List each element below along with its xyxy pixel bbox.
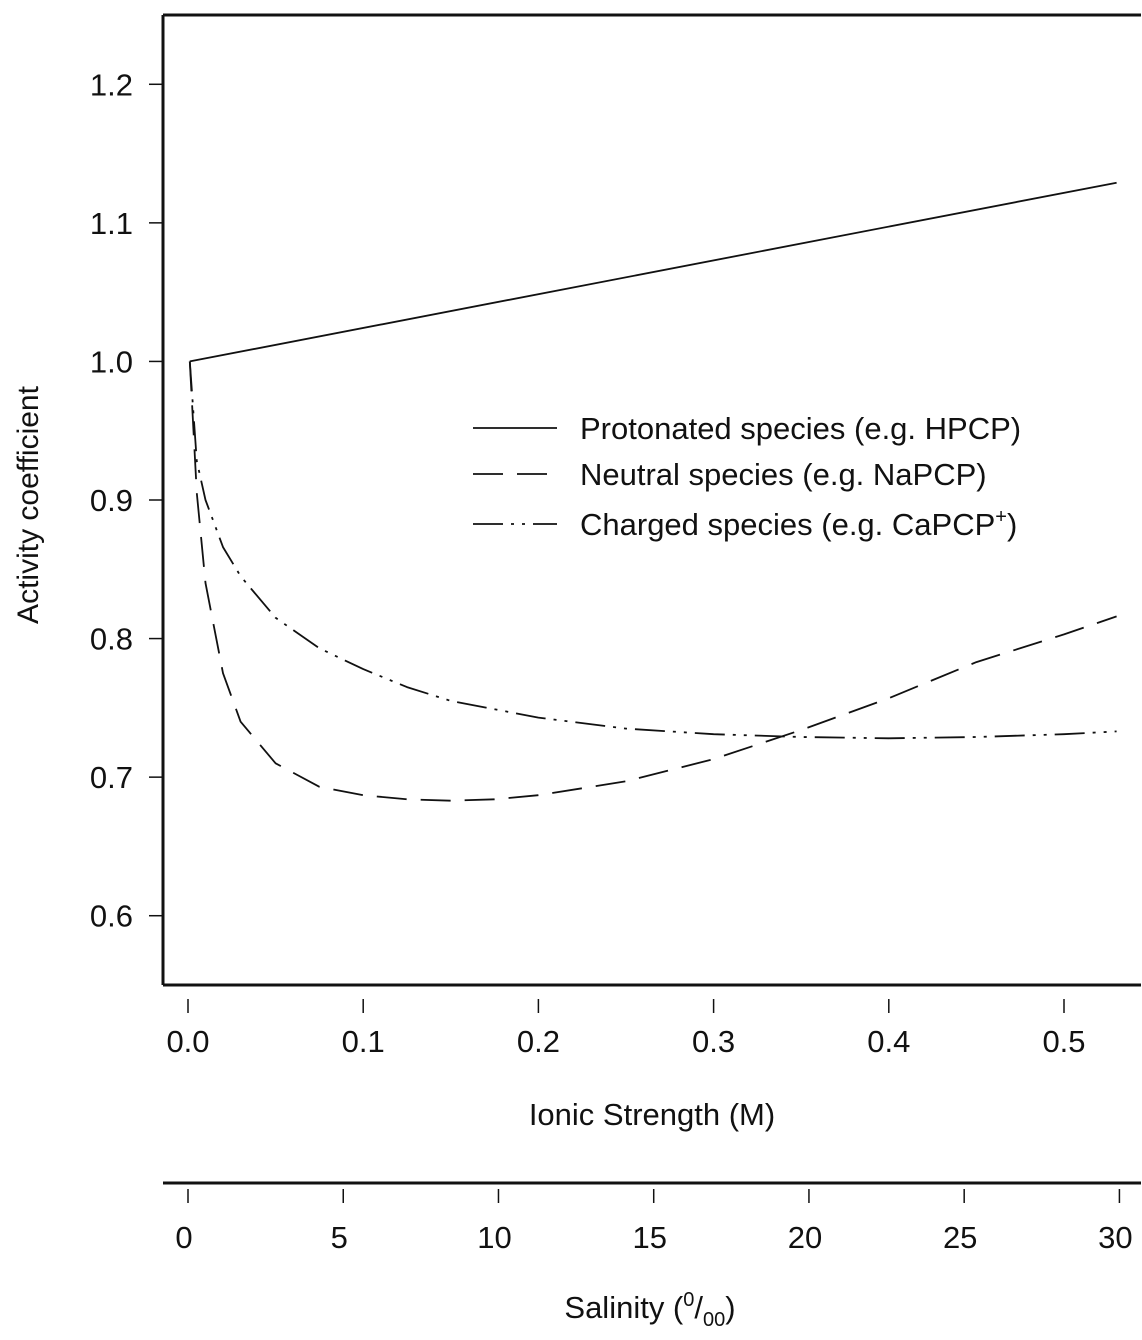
legend-label-text: Neutral species (e.g. NaPCP) [580, 457, 987, 492]
salinity-label-prefix: Salinity ( [564, 1290, 684, 1325]
x-tick-label: 0.4 [867, 1024, 910, 1059]
legend-label-3: Charged species (e.g. CaPCP+) [580, 506, 1017, 542]
x-tick-label: 0.1 [342, 1024, 385, 1059]
salinity-label-sup: 0 [683, 1289, 694, 1311]
salinity-tick-label: 10 [477, 1220, 511, 1255]
salinity-axis-title: Salinity (0/00) [564, 1289, 735, 1331]
legend-label-sup: + [995, 506, 1007, 528]
x-axis-title: Ionic Strength (M) [529, 1097, 775, 1132]
x-tick-label: 0.5 [1042, 1024, 1085, 1059]
y-axis: 0.6 0.7 0.8 0.9 1.0 1.1 1.2 [90, 67, 163, 934]
series-line-3 [188, 361, 1117, 740]
x-tick-label: 0.3 [692, 1024, 735, 1059]
y-tick-label: 0.8 [90, 622, 133, 657]
y-axis-title: Activity coefficient [12, 385, 45, 624]
legend-label-2: Neutral species (e.g. NaPCP) [580, 457, 987, 492]
series-line-1 [189, 181, 1117, 363]
legend-label-close: ) [1007, 507, 1017, 542]
legend-label-text: Charged species (e.g. CaPCP [580, 507, 995, 542]
salinity-tick-label: 30 [1098, 1220, 1132, 1255]
salinity-label-suffix: ) [725, 1290, 735, 1325]
y-tick-label: 1.0 [90, 344, 133, 379]
y-tick-label: 0.7 [90, 760, 133, 795]
plot-frame [161, 13, 1141, 987]
x-axis: 0.0 0.1 0.2 0.3 0.4 0.5 [166, 999, 1086, 1059]
legend: Protonated species (e.g. HPCP) Neutral sp… [473, 411, 1021, 542]
series-lines [188, 181, 1117, 802]
salinity-label-sub: 00 [703, 1309, 725, 1331]
x-tick-label: 0.2 [517, 1024, 560, 1059]
series-line-2 [188, 361, 1117, 802]
salinity-tick-label: 0 [175, 1220, 192, 1255]
salinity-label-slash: / [694, 1290, 703, 1325]
salinity-axis: 0 5 10 15 20 25 30 [163, 1181, 1141, 1255]
salinity-tick-label: 20 [788, 1220, 822, 1255]
legend-label-1: Protonated species (e.g. HPCP) [580, 411, 1021, 446]
y-tick-label: 1.1 [90, 206, 133, 241]
y-tick-label: 0.9 [90, 483, 133, 518]
legend-label-text: Protonated species (e.g. HPCP) [580, 411, 1021, 446]
salinity-tick-label: 25 [943, 1220, 977, 1255]
y-tick-label: 1.2 [90, 67, 133, 102]
salinity-tick-label: 5 [331, 1220, 348, 1255]
y-tick-label: 0.6 [90, 899, 133, 934]
x-tick-label: 0.0 [166, 1024, 209, 1059]
salinity-tick-label: 15 [632, 1220, 666, 1255]
